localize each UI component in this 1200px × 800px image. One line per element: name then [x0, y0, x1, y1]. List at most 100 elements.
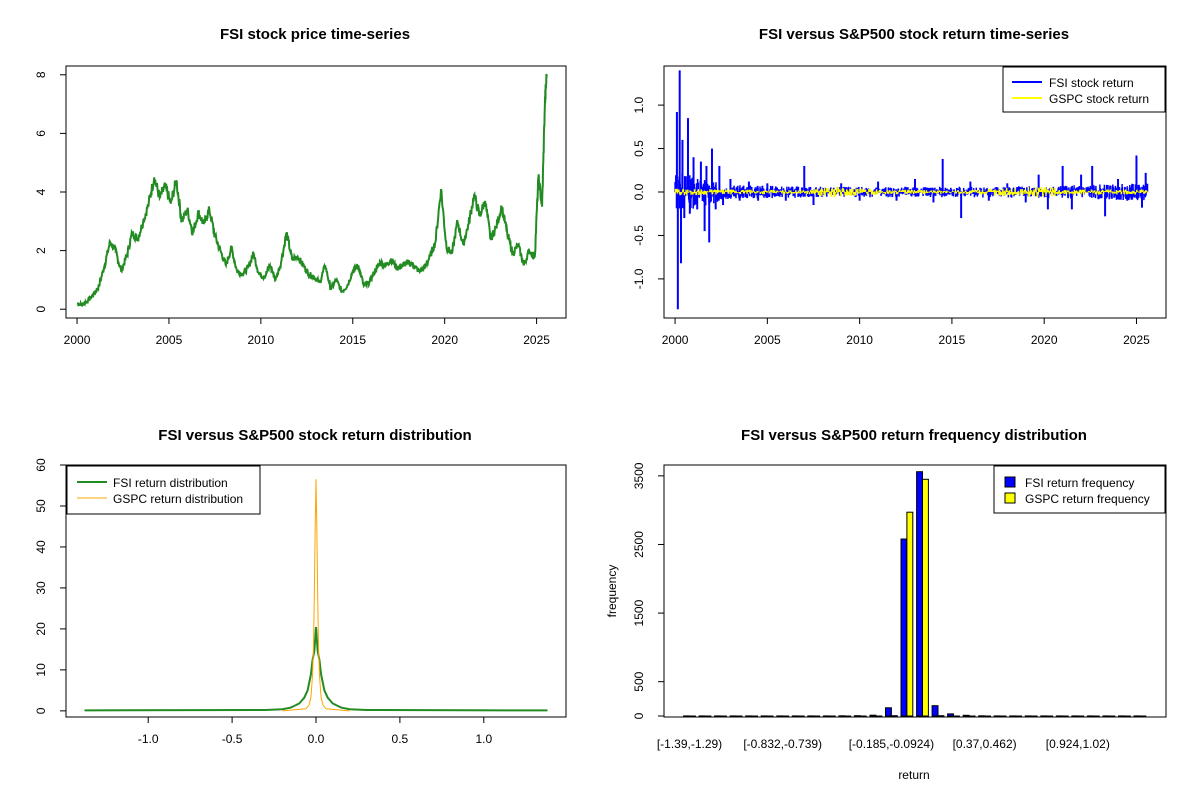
legend-label-gspc: GSPC stock return	[1049, 92, 1149, 106]
y-tick-label: 0	[34, 707, 48, 714]
x-axis: [-1.39,-1.29) [-0.832,-0.739) [-0.185,-0.0…	[657, 737, 1110, 751]
plot-frame	[663, 464, 1167, 718]
y-tick-label: 0	[34, 306, 48, 313]
x-tick-label: [-0.832,-0.739)	[743, 737, 822, 751]
legend-box	[993, 465, 1166, 514]
x-tick-label: 2020	[1031, 333, 1058, 347]
bar-fsi	[1009, 715, 1017, 718]
bar-fsi	[1055, 715, 1063, 718]
bar-gspc	[906, 511, 914, 717]
bar-gspc	[689, 715, 696, 718]
bar-fsi	[822, 715, 830, 718]
chart-title: FSI versus S&P500 stock return distribut…	[158, 427, 471, 444]
x-tick-label: [-1.39,-1.29)	[657, 737, 722, 751]
y-tick-label: 1.0	[632, 96, 646, 113]
y-axis: -1.0 -0.5 0.0 0.5 1.0	[632, 96, 664, 289]
bar-gspc	[890, 715, 898, 718]
bar-fsi	[947, 713, 954, 717]
x-tick-label: 2000	[662, 333, 689, 347]
bar-fsi	[838, 715, 846, 718]
y-tick-label: 3500	[632, 462, 646, 489]
bar-gspc	[1077, 715, 1085, 718]
bar-fsi	[1024, 715, 1032, 718]
y-axis-label: frequency	[605, 565, 619, 618]
y-tick-label: 10	[34, 663, 48, 677]
bar-gspc	[1092, 715, 1100, 718]
panel-return-timeseries: FSI versus S&P500 stock return time-seri…	[632, 26, 1167, 347]
bar-gspc	[751, 715, 758, 718]
bar-fsi	[900, 538, 908, 717]
x-tick-label: 0.5	[392, 732, 409, 746]
chart-title: FSI versus S&P500 return frequency distr…	[741, 427, 1087, 444]
bar-gspc	[1108, 715, 1116, 718]
bar-fsi	[1102, 715, 1110, 718]
y-axis: 0 500 1500 2500 3500	[632, 462, 664, 719]
bar-gspc	[859, 715, 867, 718]
bar-fsi	[1071, 715, 1079, 718]
bar-gspc	[1061, 715, 1069, 718]
panel-return-distribution: FSI versus S&P500 stock return distribut…	[34, 427, 567, 746]
bar-fsi	[931, 705, 939, 717]
x-tick-label: 0.0	[308, 732, 325, 746]
legend-swatch-gspc	[1004, 492, 1016, 504]
bar-gspc	[984, 715, 991, 718]
y-tick-label: 8	[34, 71, 48, 78]
series-line-gspc-density	[282, 479, 350, 712]
bar-gspc	[813, 715, 821, 718]
chart-title: FSI stock price time-series	[220, 26, 410, 43]
x-axis: 2000 2005 2010 2015 2020 2025	[64, 318, 550, 347]
x-tick-label: 2025	[1123, 333, 1150, 347]
x-axis: 2000 2005 2010 2015 2020 2025	[662, 318, 1150, 347]
bar-fsi	[791, 715, 799, 718]
x-axis-label: return	[898, 768, 929, 782]
y-tick-label: 30	[34, 581, 48, 595]
y-axis: 0 10 20 30 40 50 60	[34, 458, 66, 714]
x-tick-label: 2010	[846, 333, 873, 347]
bar-gspc	[1139, 715, 1147, 718]
bar-gspc	[1030, 715, 1038, 718]
bar-fsi	[714, 715, 721, 718]
bar-fsi	[683, 715, 690, 718]
bar-gspc	[922, 478, 929, 717]
bar-gspc	[937, 715, 945, 718]
x-tick-label: 2015	[339, 333, 366, 347]
bar-gspc	[766, 715, 774, 718]
bar-gspc	[704, 715, 712, 718]
bar-gspc	[875, 715, 883, 718]
legend-swatch-fsi	[1004, 476, 1016, 488]
x-tick-label: 2015	[939, 333, 966, 347]
y-tick-label: 4	[34, 188, 48, 195]
bar-fsi	[993, 715, 1001, 718]
y-tick-label: 20	[34, 622, 48, 636]
x-tick-label: 2000	[64, 333, 91, 347]
bar-fsi	[1133, 715, 1141, 718]
bar-gspc	[797, 715, 805, 718]
bar-gspc	[720, 715, 727, 718]
series-line-gspc-return	[674, 186, 1149, 198]
legend-box	[66, 465, 261, 515]
bar-fsi	[1086, 715, 1094, 718]
y-tick-label: 60	[34, 458, 48, 472]
bar-gspc	[1015, 715, 1023, 718]
panel-price-timeseries: FSI stock price time-series 2000 2005 2010…	[34, 26, 567, 347]
bar-fsi	[698, 715, 706, 718]
series-line-fsi-density	[84, 626, 548, 712]
x-tick-label: 2020	[431, 333, 458, 347]
bar-fsi	[885, 707, 892, 717]
bar-gspc	[953, 715, 960, 718]
bar-fsi	[745, 715, 753, 718]
bar-fsi	[916, 471, 923, 717]
y-tick-label: 0.5	[632, 140, 646, 157]
panel-return-frequency: FSI versus S&P500 return frequency distr…	[605, 427, 1167, 782]
y-tick-label: 0	[632, 712, 646, 719]
y-tick-label: -1.0	[632, 268, 646, 289]
x-tick-label: 2005	[754, 333, 781, 347]
y-tick-label: -0.5	[632, 225, 646, 246]
bar-fsi	[729, 715, 737, 718]
y-tick-label: 2	[34, 247, 48, 254]
y-tick-label: 1500	[632, 599, 646, 626]
x-tick-label: [0.37,0.462)	[953, 737, 1017, 751]
y-tick-label: 0.0	[632, 183, 646, 200]
legend: FSI return frequency GSPC return frequen…	[993, 465, 1166, 514]
